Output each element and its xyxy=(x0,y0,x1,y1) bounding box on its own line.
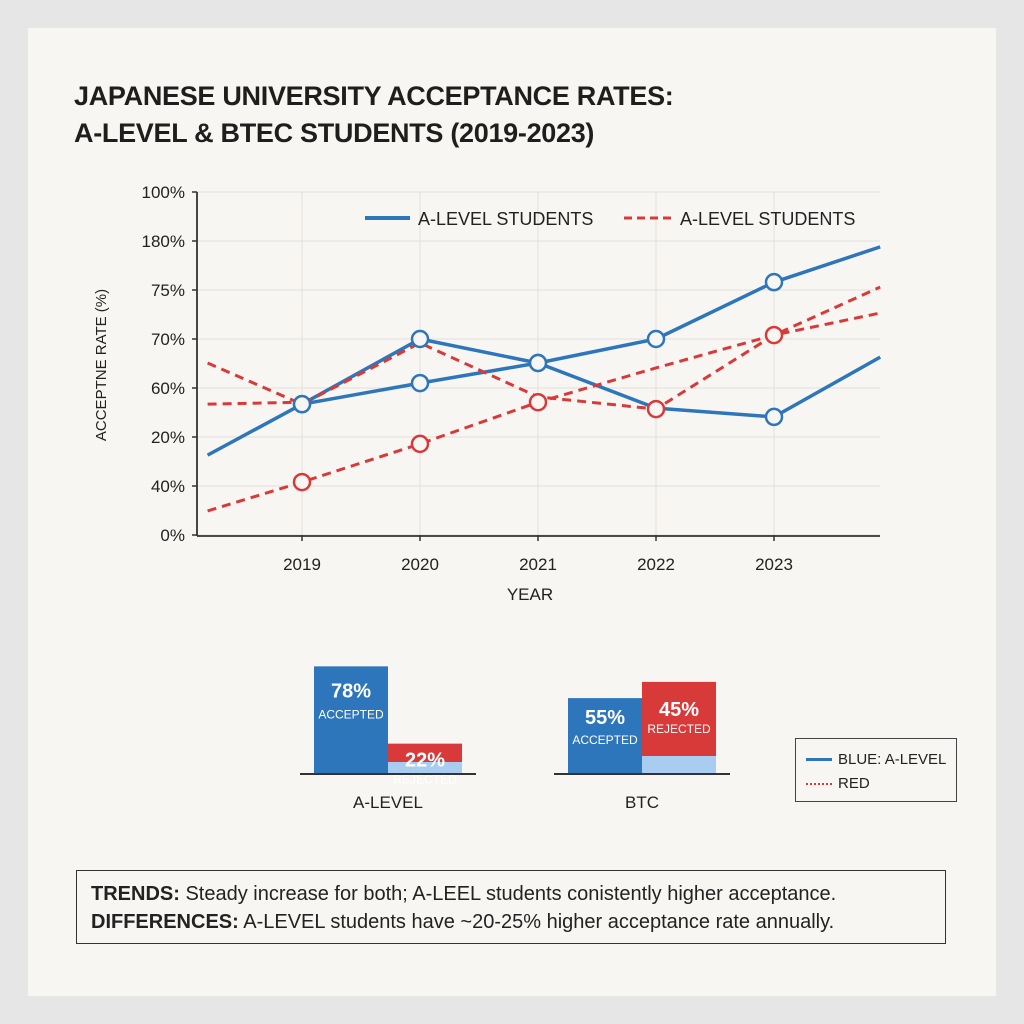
y-axis-label: ACCEPTNE RATE (%) xyxy=(93,289,110,441)
title-line-1: JAPANESE UNIVERSITY ACCEPTANCE RATES: xyxy=(74,81,674,111)
rejected-value: 45% xyxy=(659,699,699,721)
trends-label: TRENDS: xyxy=(91,883,180,905)
legend-label: A-LEVEL STUDENTS xyxy=(418,209,593,229)
dotted-line-icon xyxy=(806,782,832,785)
x-tick-label: 2023 xyxy=(755,555,793,574)
accepted-label: ACCEPTED xyxy=(318,707,384,721)
accepted-label: ACCEPTED xyxy=(572,733,638,747)
data-point-marker-2 xyxy=(646,399,666,419)
data-point-marker-3 xyxy=(292,472,312,492)
accepted-value: 55% xyxy=(585,707,625,729)
chart-title: JAPANESE UNIVERSITY ACCEPTANCE RATES: A-… xyxy=(74,78,674,152)
data-point-marker-3 xyxy=(764,325,784,345)
data-point-marker-1 xyxy=(764,272,784,292)
y-tick-label: 0% xyxy=(160,526,185,545)
accepted-value: 78% xyxy=(331,680,371,702)
rejected-bar-base xyxy=(388,762,462,774)
differences-note: DIFFERENCES: A-LEVEL students have ~20-2… xyxy=(91,908,931,936)
x-tick-label: 2022 xyxy=(637,555,675,574)
x-tick-label: 2020 xyxy=(401,555,439,574)
legend-label: BLUE: A-LEVEL xyxy=(838,751,947,768)
y-tick-label: 20% xyxy=(151,428,185,447)
x-tick-label: 2021 xyxy=(519,555,557,574)
title-line-2: A-LEVEL & BTEC STUDENTS (2019-2023) xyxy=(74,118,595,148)
bar-group-label: A-LEVEL xyxy=(353,793,423,812)
legend-item-blue: BLUE: A-LEVEL xyxy=(806,751,946,768)
notes-box: TRENDS: Steady increase for both; A-LEEL… xyxy=(76,870,946,944)
legend-label: RED xyxy=(838,775,870,792)
y-tick-label: 60% xyxy=(151,379,185,398)
y-tick-label: 75% xyxy=(151,281,185,300)
y-tick-label: 180% xyxy=(142,232,185,251)
series-line-1 xyxy=(301,245,881,406)
data-point-marker-1 xyxy=(646,329,666,349)
trends-text: Steady increase for both; A-LEEL student… xyxy=(179,883,837,905)
data-point-marker-0 xyxy=(764,407,784,427)
infographic-card xyxy=(28,28,996,996)
series-line-4 xyxy=(207,400,303,406)
data-point-marker-1 xyxy=(528,353,548,373)
rejected-value: 22% xyxy=(405,750,445,772)
differences-label: DIFFERENCES: xyxy=(91,911,239,933)
x-tick-label: 2019 xyxy=(283,555,321,574)
y-tick-label: 40% xyxy=(151,477,185,496)
differences-text: A-LEVEL students have ~20-25% higher acc… xyxy=(238,911,835,933)
data-point-marker-0 xyxy=(410,329,430,349)
data-point-marker-3 xyxy=(528,392,548,412)
rejected-label: REJECTED xyxy=(393,773,457,787)
legend-label: A-LEVEL STUDENTS xyxy=(680,209,855,229)
trends-note: TRENDS: Steady increase for both; A-LEEL… xyxy=(91,880,931,908)
rejected-label: REJECTED xyxy=(647,722,711,736)
bar-legend: BLUE: A-LEVEL RED xyxy=(795,738,957,802)
solid-line-icon xyxy=(806,758,832,761)
y-tick-label: 100% xyxy=(142,183,185,202)
legend-item-red: RED xyxy=(806,775,870,792)
data-point-marker-1 xyxy=(292,394,312,414)
y-tick-label: 70% xyxy=(151,330,185,349)
data-point-marker-1 xyxy=(410,373,430,393)
data-point-marker-3 xyxy=(410,434,430,454)
accepted-bar xyxy=(568,698,642,774)
accepted-bar xyxy=(314,666,388,774)
x-axis-label: YEAR xyxy=(507,585,553,604)
series-line-2 xyxy=(207,285,881,411)
bar-group-label: BTC xyxy=(625,793,659,812)
rejected-bar-base xyxy=(642,756,716,774)
